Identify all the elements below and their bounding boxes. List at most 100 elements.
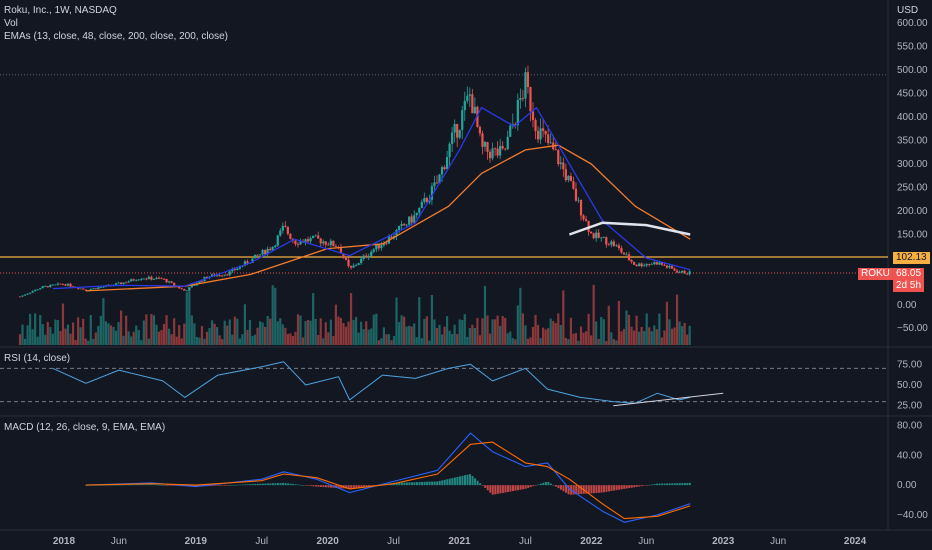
volume-bar <box>355 316 358 345</box>
candle-body <box>94 288 97 290</box>
macd-histogram-bar <box>557 485 560 489</box>
macd-histogram-bar <box>117 484 120 486</box>
macd-histogram-bar <box>127 484 130 486</box>
volume-bar <box>375 313 378 345</box>
price-tick-label: 550.00 <box>897 42 928 53</box>
macd-histogram-bar <box>496 485 499 494</box>
macd-histogram-bar <box>112 484 115 486</box>
macd-histogram-bar <box>330 485 333 488</box>
rsi-label: RSI (14, close) <box>4 353 71 364</box>
volume-bar <box>420 338 423 345</box>
candle-body <box>264 249 267 255</box>
macd-histogram-bar <box>656 483 659 486</box>
candle-body <box>286 226 289 234</box>
macd-histogram-bar <box>324 485 327 488</box>
volume-label: Vol <box>4 18 18 29</box>
ema-label: EMAs (13, close, 48, close, 200, close, … <box>4 31 228 42</box>
candle-body <box>329 240 332 246</box>
candle-body <box>559 162 562 165</box>
candle-body <box>493 148 497 150</box>
volume-bar <box>387 334 391 345</box>
volume-bar <box>632 330 636 345</box>
macd-histogram-bar <box>527 485 530 488</box>
volume-bar <box>516 305 519 345</box>
candle-body <box>547 134 550 144</box>
candle-body <box>440 167 444 175</box>
macd-histogram-bar <box>400 482 403 486</box>
candle-body <box>314 235 317 237</box>
candle-body <box>445 157 449 170</box>
volume-bar <box>648 327 651 345</box>
candle-body <box>256 254 259 256</box>
volume-bar <box>183 323 186 345</box>
volume-bar <box>481 318 484 345</box>
candle-body <box>605 237 608 245</box>
candle-body <box>92 288 95 290</box>
candle-body <box>238 266 241 269</box>
volume-bar <box>438 324 441 345</box>
candle-body <box>415 212 418 216</box>
macd-histogram-bar <box>443 479 446 486</box>
volume-bar <box>453 324 456 345</box>
volume-bar <box>309 320 312 345</box>
rsi-tick-label: 75.00 <box>897 359 922 370</box>
volume-bar <box>686 334 689 345</box>
macd-histogram-bar <box>271 483 274 486</box>
candle-body <box>18 296 22 298</box>
volume-bar <box>365 321 368 345</box>
macd-tick-label: 40.00 <box>897 450 922 461</box>
candle-body <box>185 290 188 292</box>
candle-body <box>531 111 535 121</box>
candle-body <box>29 292 32 294</box>
candle-body <box>142 278 145 280</box>
macd-histogram-bar <box>254 483 257 486</box>
macd-histogram-bar <box>648 484 651 486</box>
volume-bar <box>362 329 365 345</box>
candle-body <box>574 188 578 201</box>
candle-body <box>658 262 661 265</box>
volume-bar <box>653 325 656 345</box>
volume-bar <box>486 315 489 345</box>
macd-histogram-bar <box>650 484 653 486</box>
candle-body <box>236 268 239 271</box>
macd-histogram-bar <box>274 483 277 486</box>
volume-bar <box>655 329 658 345</box>
volume-bar <box>238 338 241 345</box>
volume-bar <box>605 340 608 345</box>
price-tick-label: 200.00 <box>897 206 928 217</box>
candle-body <box>233 269 236 271</box>
volume-bar <box>678 321 681 345</box>
candle-body <box>306 239 310 242</box>
candle-body <box>157 277 161 279</box>
volume-bar <box>145 314 148 345</box>
candle-body <box>61 284 65 286</box>
candle-body <box>466 95 469 101</box>
volume-bar <box>150 313 153 345</box>
volume-bar <box>261 322 264 345</box>
macd-tick-label: −40.00 <box>897 510 928 521</box>
macd-histogram-bar <box>676 483 679 486</box>
volume-bar <box>584 331 588 345</box>
candle-body <box>23 294 27 296</box>
candle-body <box>64 284 67 286</box>
volume-bar <box>213 323 216 345</box>
candle-body <box>638 263 641 267</box>
macd-histogram-bar <box>461 475 464 486</box>
volume-bar <box>276 321 279 345</box>
macd-histogram-bar <box>249 484 252 486</box>
macd-histogram-bar <box>309 485 312 486</box>
volume-bar <box>521 313 524 345</box>
volume-bar <box>49 327 52 345</box>
macd-histogram-bar <box>463 475 466 486</box>
macd-histogram-bar <box>620 485 623 490</box>
volume-bar <box>66 324 70 345</box>
candle-body <box>612 241 615 246</box>
volume-bar <box>650 331 653 345</box>
macd-histogram-bar <box>352 485 355 489</box>
volume-bar <box>638 331 641 345</box>
candle-body <box>362 255 365 259</box>
volume-bar <box>71 322 75 345</box>
candle-body <box>673 268 676 271</box>
macd-histogram-bar <box>448 478 451 486</box>
